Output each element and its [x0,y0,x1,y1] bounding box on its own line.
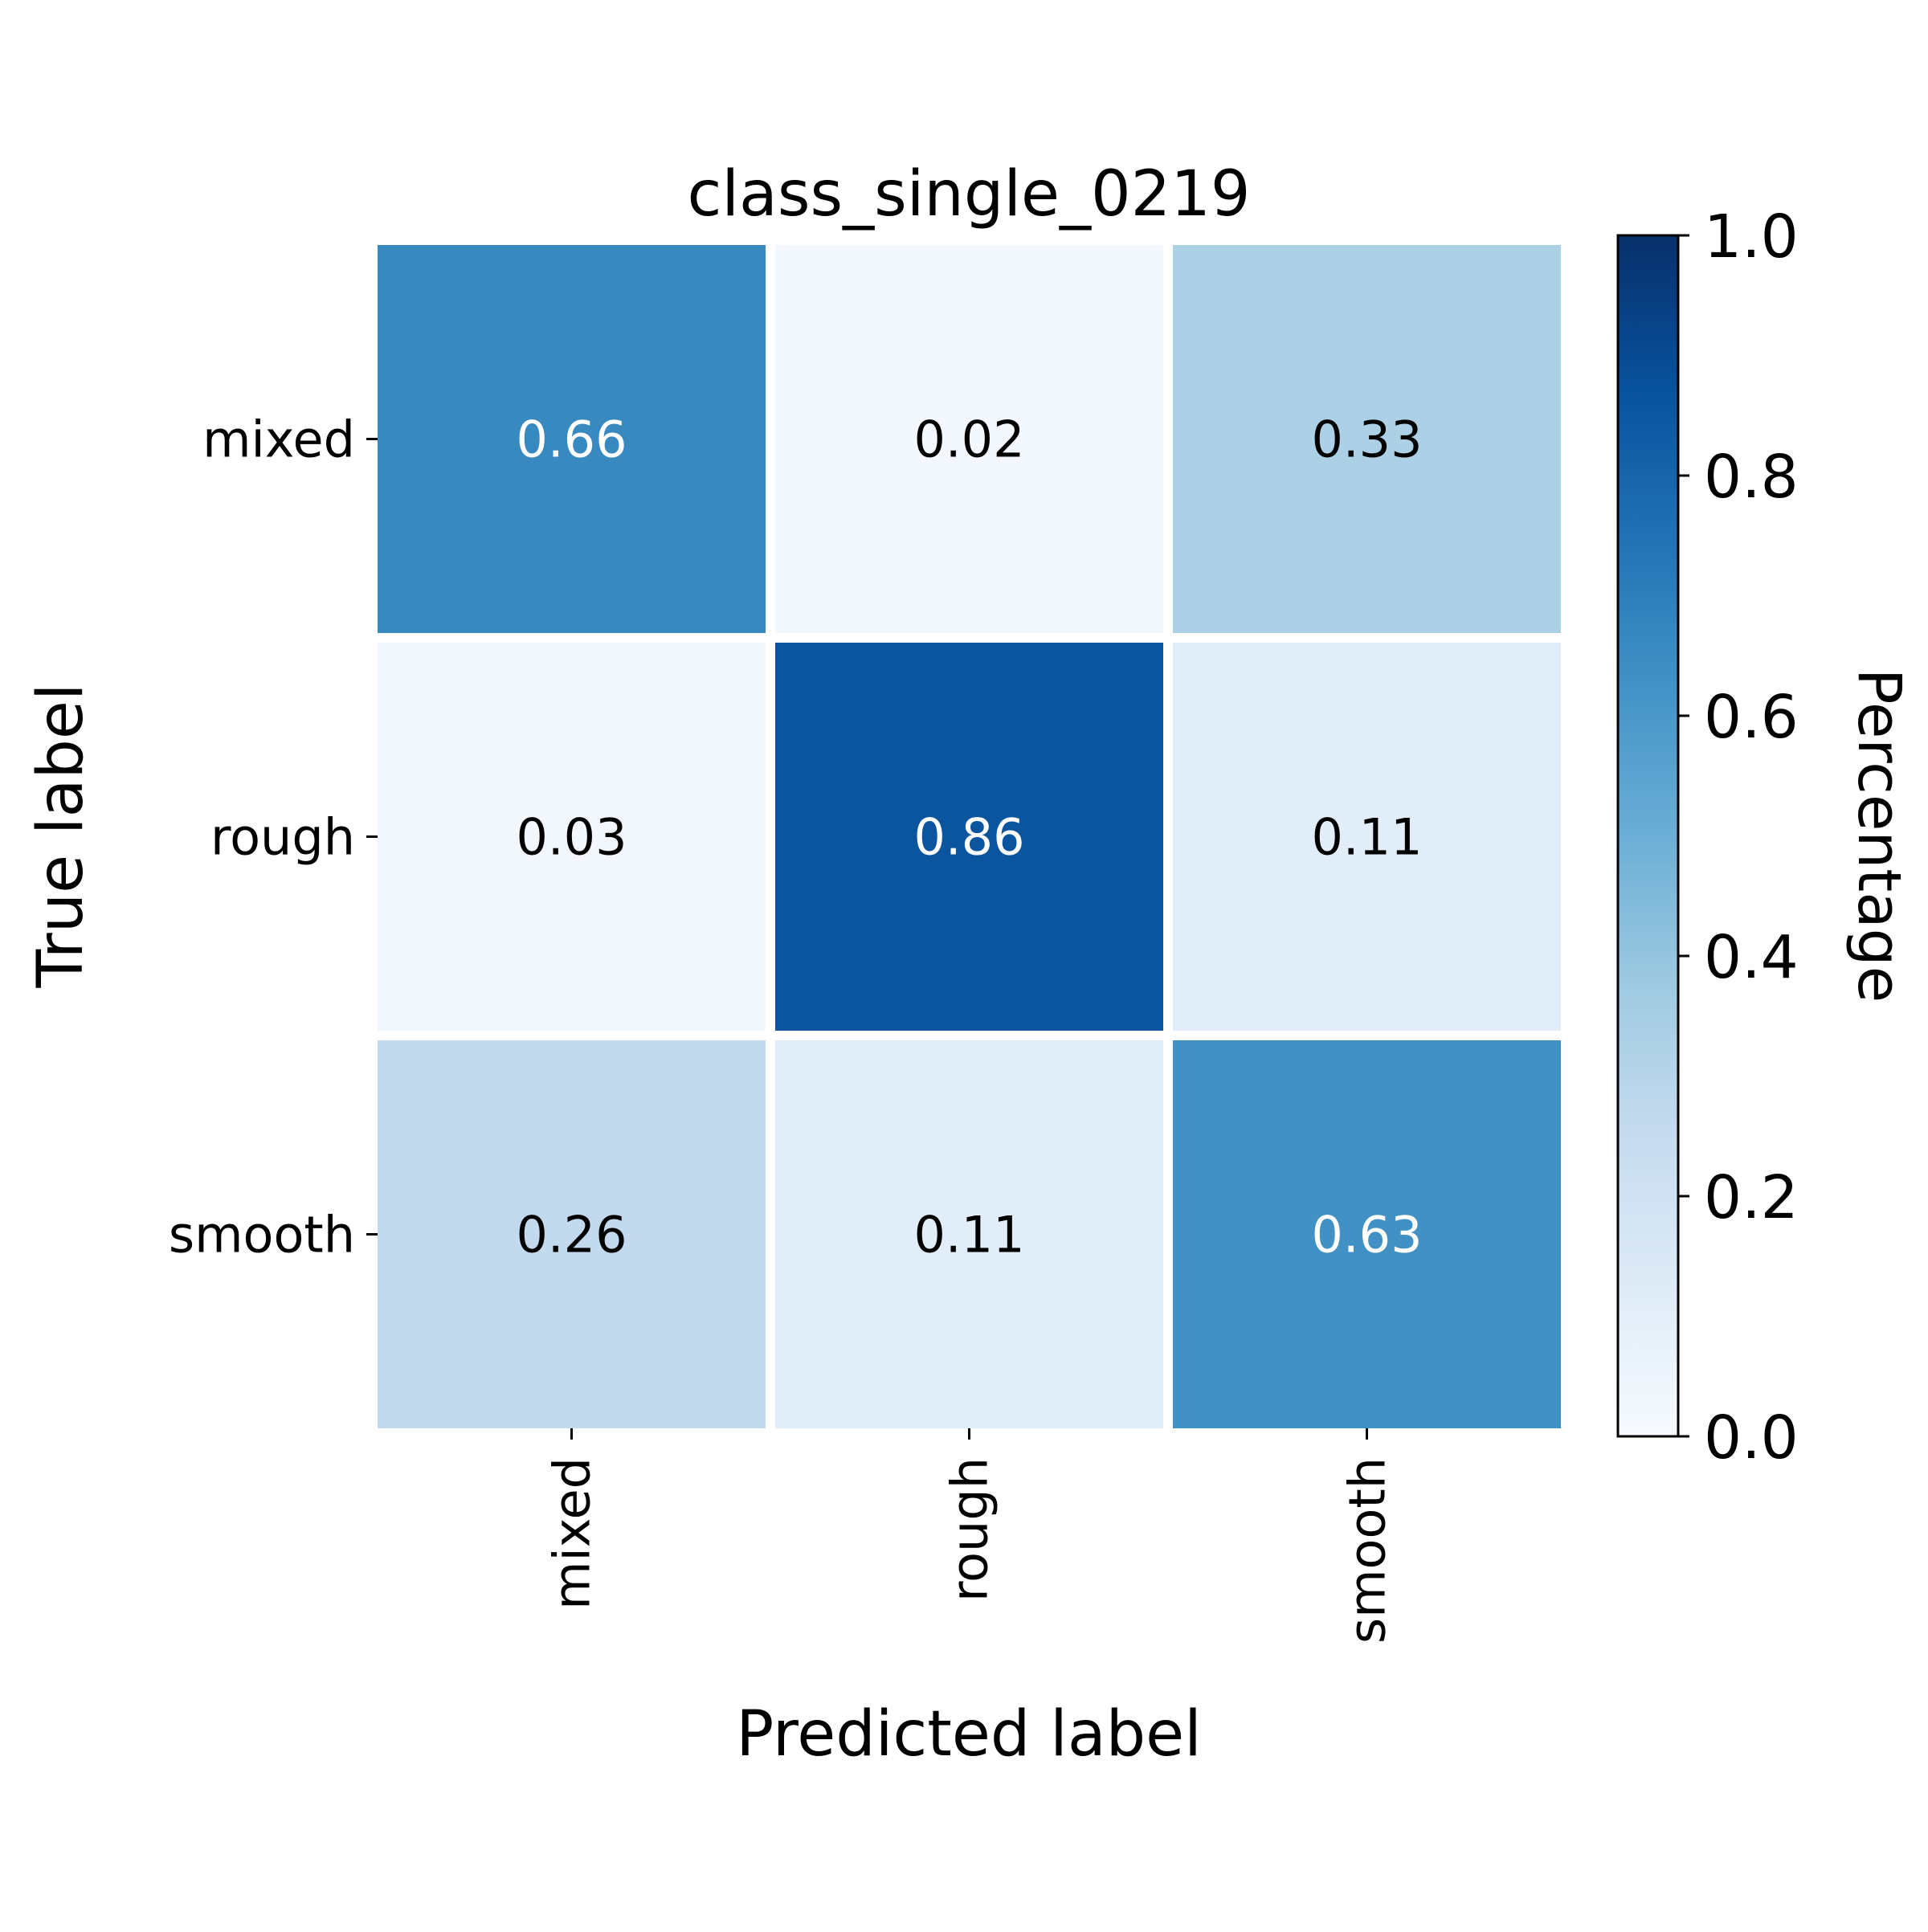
heatmap-cell-value: 0.02 [913,410,1024,469]
colorbar-tick-label: 0.6 [1704,683,1799,752]
colorbar-tick-label: 0.2 [1704,1163,1799,1232]
y-tick-label: smooth [169,1206,355,1264]
heatmap-cell [378,643,766,1031]
colorbar-gradient [1616,234,1680,1438]
heatmap-cell-value: 0.26 [516,1206,627,1264]
heatmap-cell-value: 0.66 [516,410,627,469]
heatmap-cell-value: 0.11 [913,1206,1024,1264]
y-axis: mixed rough smooth [169,410,378,1264]
heatmap-cell [378,1040,766,1428]
colorbar-ticks: 0.0 0.2 0.4 0.6 0.8 1.0 [1678,202,1799,1472]
heatmap-cell [775,1040,1163,1428]
heatmap-cell [1173,643,1561,1031]
x-axis: mixed rough smooth [543,1428,1397,1644]
heatmap-cell [1173,1040,1561,1428]
y-tick-label: rough [210,808,355,867]
heatmap-cell-value: 0.03 [516,808,627,867]
colorbar-tick-label: 1.0 [1704,202,1799,272]
y-axis-label: True label [25,683,97,988]
heatmap-cell [378,245,766,633]
y-tick-label: mixed [202,410,355,469]
colorbar: 0.0 0.2 0.4 0.6 0.8 1.0 [1616,202,1799,1472]
x-tick-label: rough [941,1457,999,1602]
x-axis-label: Predicted label [736,1698,1202,1771]
colorbar-tick-label: 0.4 [1704,923,1799,992]
heatmap-cells [378,245,1561,1428]
colorbar-tick-label: 0.0 [1704,1403,1799,1472]
x-tick-label: mixed [543,1457,602,1610]
chart-title: class_single_0219 [687,158,1250,231]
heatmap-cell-value: 0.86 [913,808,1024,867]
heatmap-cell-labels: 0.66 0.02 0.33 0.03 0.86 0.11 0.26 0.11 0.63 [516,410,1422,1264]
heatmap-cell [775,643,1163,1031]
colorbar-label: Percentage [1844,668,1914,1003]
x-tick-label: smooth [1338,1457,1397,1644]
heatmap-cell-value: 0.11 [1311,808,1422,867]
colorbar-tick-label: 0.8 [1704,443,1799,512]
heatmap-cell [775,245,1163,633]
heatmap-cell [1173,245,1561,633]
heatmap-cell-value: 0.63 [1311,1206,1422,1264]
heatmap-cell-value: 0.33 [1311,410,1422,469]
